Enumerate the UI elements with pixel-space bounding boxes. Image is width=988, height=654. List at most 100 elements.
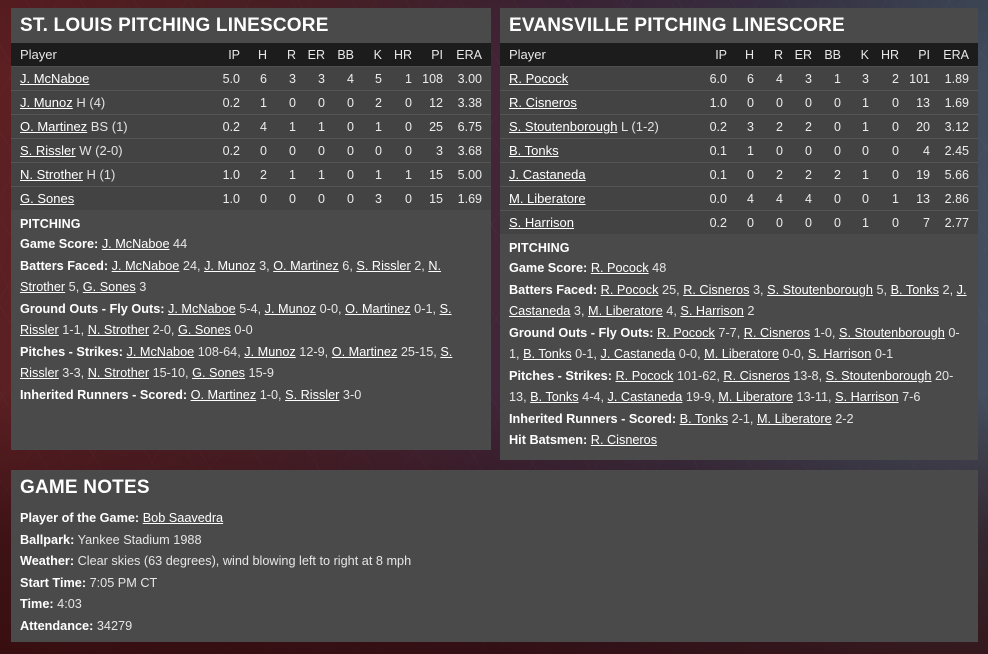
- cell-h: 6: [240, 66, 267, 91]
- player-link[interactable]: R. Cisneros: [683, 282, 750, 297]
- game-note-label: Time:: [20, 597, 54, 611]
- cell-era: 6.75: [443, 114, 491, 139]
- player-link[interactable]: S. Stoutenborough: [825, 368, 932, 383]
- col-header-player[interactable]: Player: [500, 43, 693, 67]
- player-link[interactable]: N. Strother: [20, 258, 442, 295]
- player-link[interactable]: S. Harrison: [807, 347, 872, 361]
- detail-value: 2,: [939, 282, 957, 297]
- col-header-r[interactable]: R: [754, 43, 783, 67]
- col-header-era[interactable]: ERA: [443, 43, 491, 67]
- player-link[interactable]: M. Liberatore: [704, 347, 779, 361]
- player-link[interactable]: S. Harrison: [680, 304, 744, 318]
- player-link[interactable]: R. Cisneros: [509, 95, 577, 110]
- cell-k: 1: [841, 210, 869, 234]
- player-link[interactable]: M. Liberatore: [588, 304, 663, 318]
- player-link[interactable]: N. Strother: [87, 366, 150, 380]
- cell-k: 1: [841, 114, 869, 139]
- player-link[interactable]: S. Rissler: [20, 143, 76, 158]
- col-header-k[interactable]: K: [841, 43, 869, 67]
- player-link[interactable]: O. Martinez: [20, 119, 88, 134]
- cell-hr: 0: [869, 90, 899, 115]
- player-link[interactable]: J. Munoz: [264, 301, 317, 316]
- player-link[interactable]: B. Tonks: [679, 411, 729, 426]
- player-link[interactable]: J. Castaneda: [607, 390, 683, 404]
- game-note-item: Ballpark: Yankee Stadium 1988: [20, 530, 969, 552]
- col-header-bb[interactable]: BB: [812, 43, 841, 67]
- col-header-ip[interactable]: IP: [206, 43, 240, 67]
- player-link[interactable]: B. Tonks: [523, 347, 572, 361]
- player-link[interactable]: S. Rissler: [20, 301, 452, 338]
- game-note-value[interactable]: Bob Saavedra: [142, 511, 224, 525]
- player-link[interactable]: J. McNaboe: [111, 258, 180, 273]
- player-link[interactable]: J. McNaboe: [20, 71, 90, 86]
- col-header-er[interactable]: ER: [296, 43, 325, 67]
- col-header-bb[interactable]: BB: [325, 43, 354, 67]
- player-link[interactable]: R. Cisneros: [723, 368, 790, 383]
- player-link[interactable]: J. McNaboe: [101, 237, 170, 251]
- player-link[interactable]: J. Munoz: [20, 95, 73, 110]
- player-link[interactable]: R. Pocock: [590, 261, 649, 275]
- detail-value: 0-1,: [410, 301, 440, 316]
- player-link[interactable]: O. Martinez: [331, 344, 398, 359]
- player-link[interactable]: S. Rissler: [285, 387, 340, 402]
- player-link[interactable]: B. Tonks: [530, 390, 579, 404]
- player-link[interactable]: R. Pocock: [509, 71, 569, 86]
- player-link[interactable]: G. Sones: [82, 280, 136, 294]
- player-link[interactable]: R. Cisneros: [743, 325, 811, 340]
- player-link[interactable]: S. Stoutenborough: [509, 119, 618, 134]
- player-link[interactable]: O. Martinez: [345, 301, 411, 316]
- player-link[interactable]: J. Castaneda: [509, 167, 586, 182]
- player-link[interactable]: R. Pocock: [657, 325, 715, 340]
- player-decision: L (1-2): [617, 119, 659, 134]
- cell-hr: 1: [382, 162, 412, 187]
- col-header-h[interactable]: H: [240, 43, 267, 67]
- detail-value: 44: [169, 237, 188, 251]
- col-header-pi[interactable]: PI: [412, 43, 443, 67]
- player-link[interactable]: S. Rissler: [356, 258, 411, 273]
- player-link[interactable]: M. Liberatore: [718, 390, 794, 404]
- col-header-pi[interactable]: PI: [899, 43, 930, 67]
- player-link[interactable]: M. Liberatore: [756, 411, 832, 426]
- player-link[interactable]: G. Sones: [177, 323, 231, 337]
- st-louis-pitching-panel: ST. LOUIS PITCHING LINESCORE Player IP H…: [11, 8, 491, 450]
- player-link[interactable]: G. Sones: [20, 191, 75, 206]
- cell-k: 1: [841, 162, 869, 187]
- player-link[interactable]: S. Harrison: [509, 215, 575, 230]
- player-link[interactable]: S. Stoutenborough: [767, 282, 873, 297]
- player-link[interactable]: J. McNaboe: [168, 301, 236, 316]
- detail-value: 19-9,: [682, 390, 719, 404]
- col-header-hr[interactable]: HR: [382, 43, 412, 67]
- player-link[interactable]: N. Strother: [20, 167, 83, 182]
- player-link[interactable]: J. McNaboe: [126, 344, 195, 359]
- col-header-k[interactable]: K: [354, 43, 382, 67]
- player-link[interactable]: R. Pocock: [600, 282, 659, 297]
- col-header-r[interactable]: R: [267, 43, 296, 67]
- detail-value: 3,: [749, 282, 768, 297]
- player-link[interactable]: N. Strother: [87, 323, 150, 337]
- player-link[interactable]: J. Munoz: [204, 258, 256, 273]
- player-link[interactable]: G. Sones: [192, 366, 245, 380]
- col-header-h[interactable]: H: [727, 43, 754, 67]
- player-link[interactable]: J. Castaneda: [509, 282, 967, 319]
- player-link[interactable]: S. Stoutenborough: [838, 325, 945, 340]
- player-link[interactable]: B. Tonks: [890, 282, 939, 297]
- player-link[interactable]: B. Tonks: [509, 143, 559, 158]
- player-link[interactable]: J. Castaneda: [600, 347, 676, 361]
- player-link[interactable]: R. Pocock: [615, 368, 674, 383]
- cell-hr: 0: [382, 186, 412, 210]
- player-link[interactable]: R. Cisneros: [590, 433, 658, 447]
- col-header-ip[interactable]: IP: [693, 43, 727, 67]
- player-link[interactable]: O. Martinez: [273, 258, 339, 273]
- table-row: J. Munoz H (4) 0.2 1 0 0 0 2 0 12 3.38: [11, 90, 491, 115]
- player-link[interactable]: M. Liberatore: [509, 191, 586, 206]
- col-header-hr[interactable]: HR: [869, 43, 899, 67]
- detail-value: 0-1,: [509, 325, 960, 362]
- col-header-player[interactable]: Player: [11, 43, 206, 67]
- player-link[interactable]: O. Martinez: [190, 387, 257, 402]
- col-header-era[interactable]: ERA: [930, 43, 978, 67]
- player-link[interactable]: J. Munoz: [244, 344, 296, 359]
- player-link[interactable]: S. Harrison: [835, 390, 899, 404]
- player-link[interactable]: S. Rissler: [20, 344, 453, 381]
- cell-bb: 0: [812, 186, 841, 211]
- col-header-er[interactable]: ER: [783, 43, 812, 67]
